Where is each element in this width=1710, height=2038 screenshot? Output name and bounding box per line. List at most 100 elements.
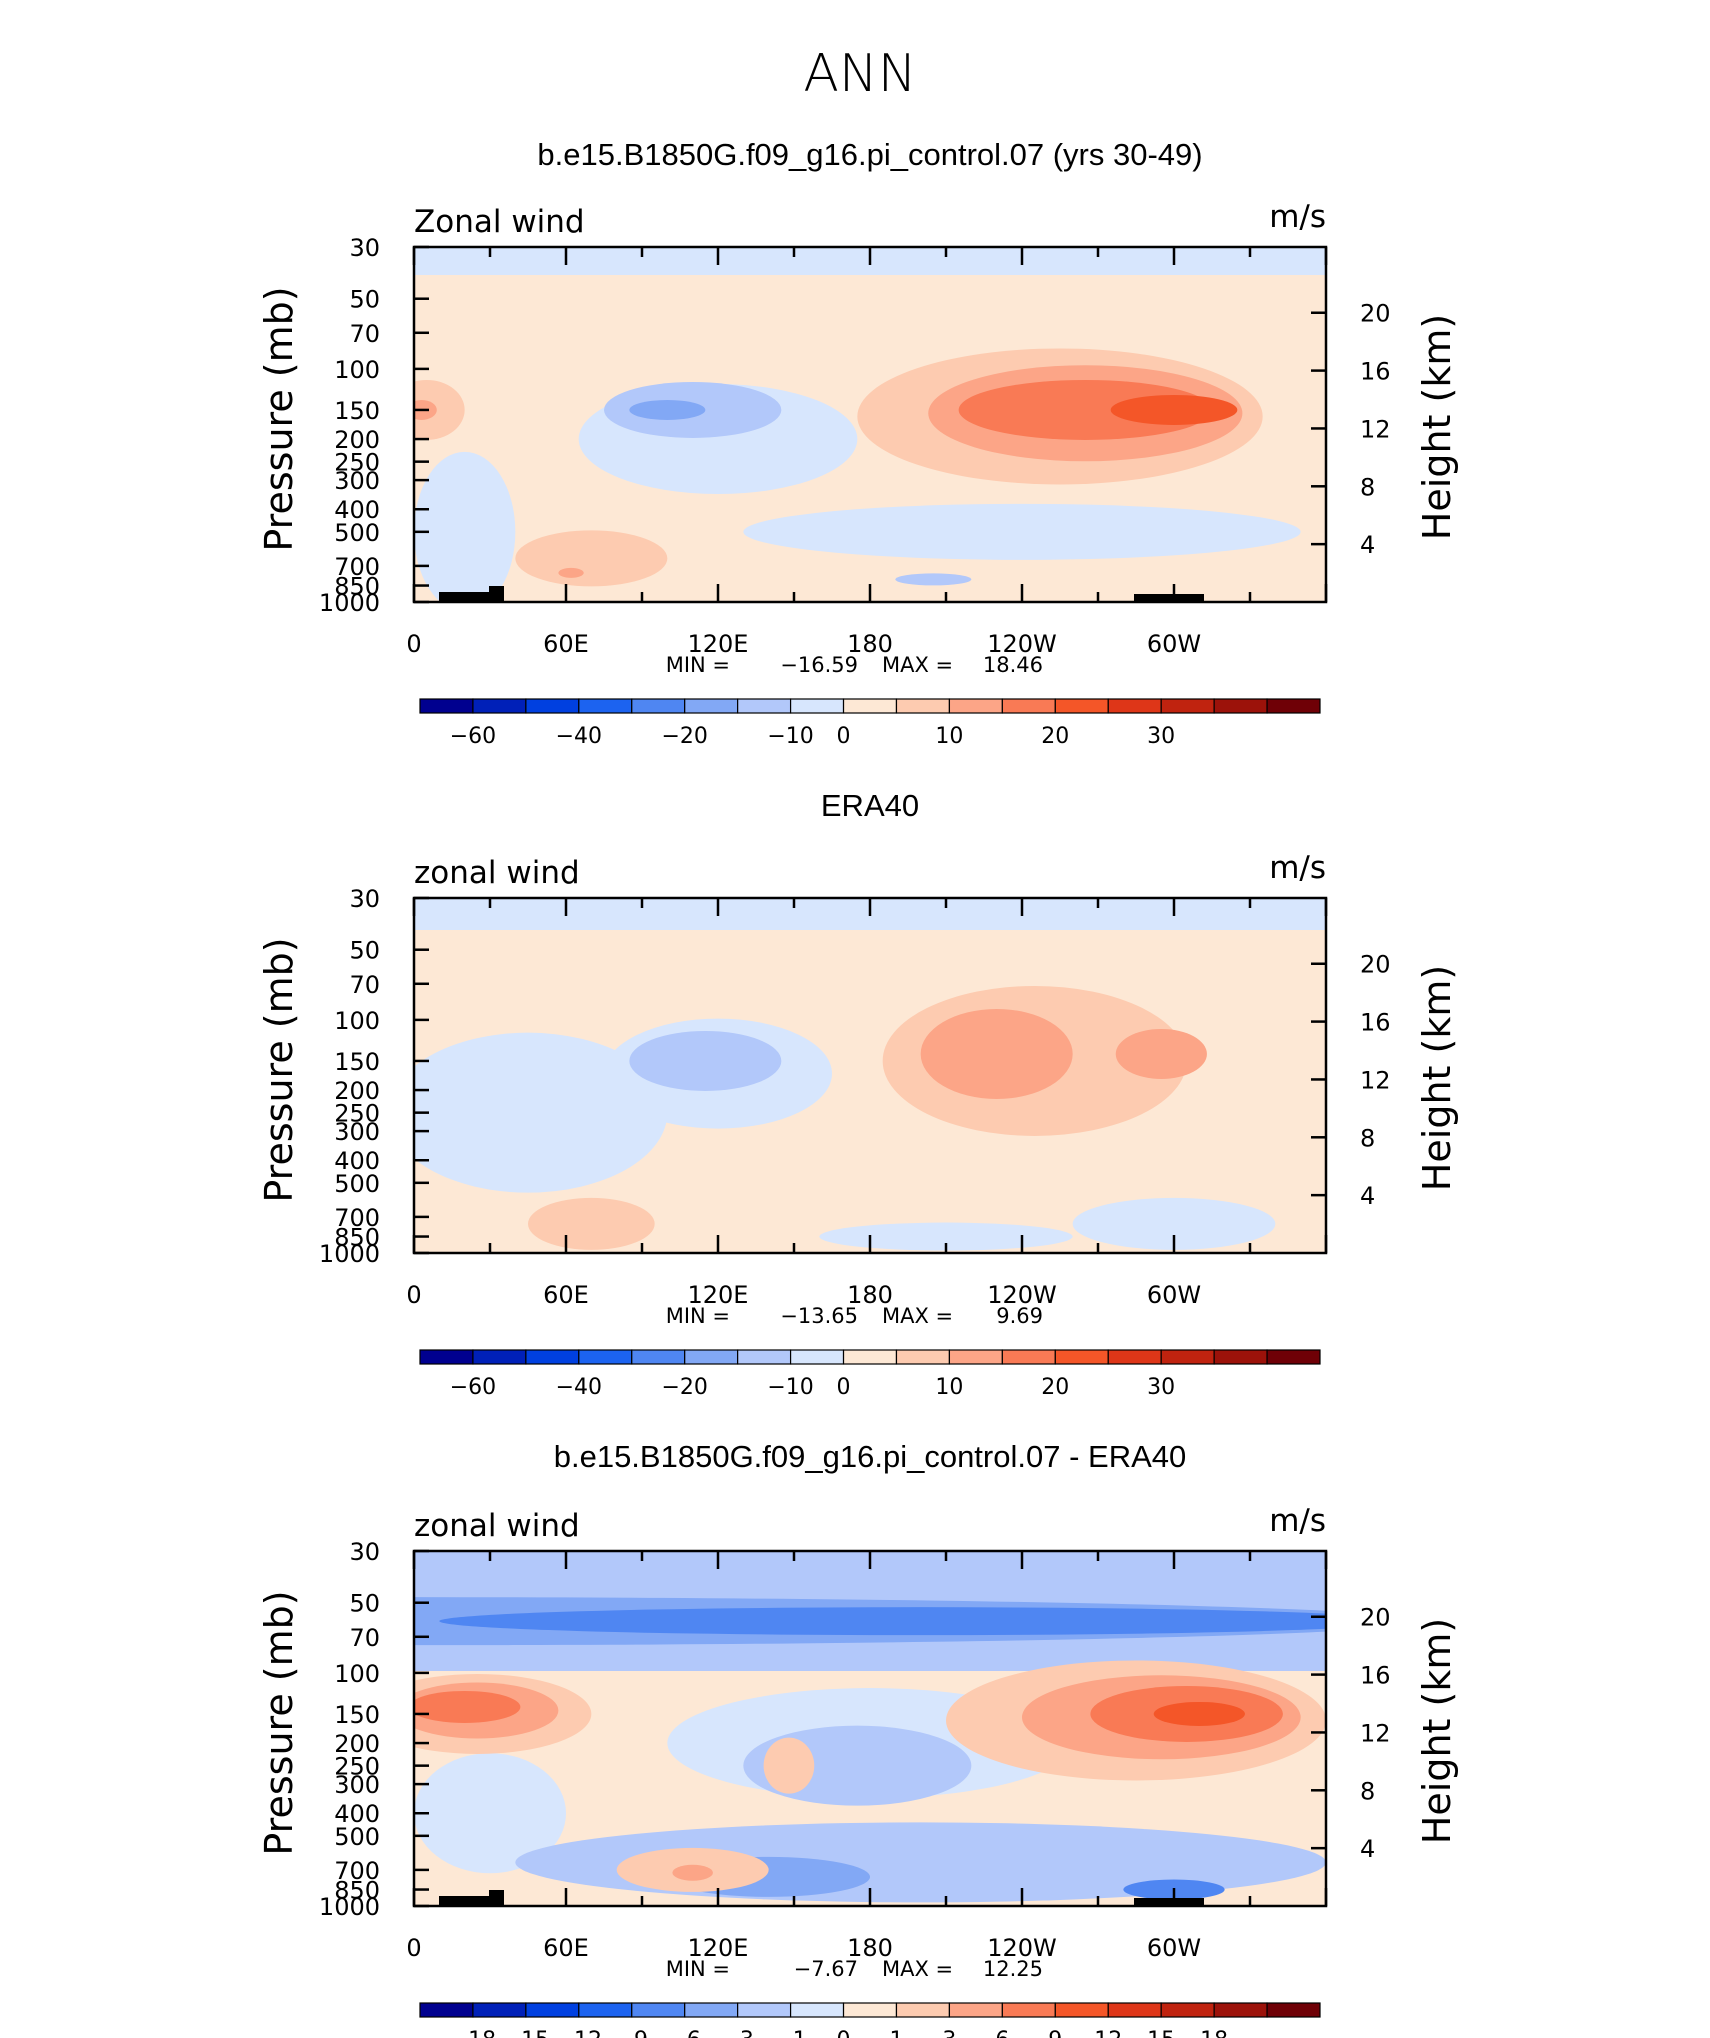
colorbar-label: 3	[942, 2028, 956, 2038]
colorbar-swatch	[684, 698, 739, 714]
colorbar: −18 −15 −12 −9 −6 −3 −1 0 1 3 6 9 12 15 18	[419, 2002, 1321, 2038]
y-tick-label: 700	[334, 1204, 380, 1232]
y2-tick-label: 4	[1360, 1835, 1375, 1863]
panel-1: b.e15.B1850G.f09_g16.pi_control.07 (yrs …	[257, 137, 1459, 749]
y-tick-label: 30	[349, 234, 380, 262]
y2-tick-label: 16	[1360, 358, 1391, 386]
min-label: MIN =	[666, 1304, 730, 1328]
colorbar-swatch	[1107, 1349, 1162, 1365]
y2-tick-label: 12	[1360, 1719, 1391, 1747]
y2-tick-label: 8	[1360, 1124, 1375, 1152]
y2-tick-label: 12	[1360, 415, 1391, 443]
x-tick-label: 180	[847, 1281, 893, 1309]
y-tick-label: 50	[349, 286, 380, 314]
colorbar-swatch	[895, 2002, 951, 2018]
colorbar-label: −20	[661, 1375, 707, 1400]
y-tick-label: 500	[334, 519, 380, 547]
colorbar-swatch	[1001, 1349, 1056, 1365]
colorbar-label: −6	[668, 2028, 700, 2038]
colorbar-label: 20	[1041, 724, 1069, 749]
colorbar-swatch	[737, 2002, 792, 2018]
x-tick-label: 180	[847, 1934, 893, 1962]
min-value: −7.67	[794, 1957, 858, 1981]
x-tick-label: 60W	[1147, 1281, 1201, 1309]
colorbar-swatch	[1160, 2002, 1215, 2018]
max-value: 18.46	[983, 653, 1043, 677]
contour-region	[1110, 394, 1238, 425]
contour-region	[1153, 1701, 1245, 1726]
contour-region	[414, 451, 516, 602]
contour-region	[414, 1032, 668, 1193]
y-tick-label: 150	[334, 397, 380, 425]
y2-tick-label: 8	[1360, 473, 1375, 501]
y2-tick-label: 20	[1360, 1604, 1391, 1632]
colorbar-swatch	[842, 698, 898, 714]
x-tick-label: 0	[406, 630, 421, 658]
variable-label: zonal wind	[414, 855, 580, 891]
contour-region	[763, 1737, 815, 1794]
y-tick-label: 850	[334, 573, 380, 601]
y-tick-label: 850	[334, 1877, 380, 1905]
y-tick-label: 1000	[319, 1240, 380, 1268]
contour-region	[920, 1008, 1073, 1099]
figure-title: ANN	[803, 44, 916, 104]
colorbar-swatch	[1266, 698, 1321, 714]
colorbar-label: −1	[774, 2028, 806, 2038]
y-tick-label: 300	[334, 1118, 380, 1146]
contour-region	[528, 1197, 655, 1250]
y-tick-label: 250	[334, 1753, 380, 1781]
panel-title: ERA40	[821, 788, 919, 823]
colorbar-swatch	[419, 2002, 474, 2018]
y-tick-label: 300	[334, 467, 380, 495]
colorbar-swatch	[1266, 2002, 1321, 2018]
panel-3: b.e15.B1850G.f09_g16.pi_control.07 - ERA…	[257, 1439, 1459, 2038]
y-axis-title: Pressure (mb)	[257, 1590, 301, 1855]
y-tick-label: 1000	[319, 589, 380, 617]
y-tick-label: 30	[349, 1538, 380, 1566]
contour-region	[439, 1607, 1326, 1636]
min-value: −13.65	[780, 1304, 858, 1328]
contour-region	[558, 567, 584, 578]
y-tick-label: 70	[349, 320, 380, 348]
y-tick-label: 500	[334, 1823, 380, 1851]
colorbar-label: −12	[556, 2028, 602, 2038]
colorbar-swatch	[1107, 2002, 1162, 2018]
topography	[1134, 1898, 1204, 1906]
colorbar-swatch	[737, 1349, 792, 1365]
colorbar-swatch	[419, 698, 474, 714]
contour-region	[743, 503, 1301, 560]
min-label: MIN =	[666, 1957, 730, 1981]
colorbar-swatch	[1054, 698, 1109, 714]
min-value: −16.59	[780, 653, 858, 677]
colorbar-swatch	[472, 698, 527, 714]
variable-label: zonal wind	[414, 1508, 580, 1544]
y2-axis-title: Height (km)	[1415, 314, 1459, 540]
x-tick-label: 120W	[987, 1934, 1057, 1962]
y2-tick-label: 20	[1360, 300, 1391, 328]
contour-region	[414, 379, 465, 440]
max-label: MAX =	[882, 1957, 953, 1981]
colorbar-label: 6	[995, 2028, 1009, 2038]
colorbar-label: 30	[1147, 1375, 1175, 1400]
colorbar-label: −10	[767, 1375, 813, 1400]
colorbar-label: −18	[450, 2028, 496, 2038]
colorbar-swatch	[631, 1349, 686, 1365]
y-tick-label: 300	[334, 1771, 380, 1799]
x-tick-label: 60W	[1147, 630, 1201, 658]
contour-field	[414, 898, 1326, 1253]
colorbar-swatch	[472, 1349, 527, 1365]
x-tick-label: 120E	[688, 1934, 749, 1962]
contour-field	[414, 247, 1326, 602]
x-tick-label: 120W	[987, 630, 1057, 658]
colorbar-swatch	[789, 1349, 845, 1365]
y-axis-title: Pressure (mb)	[257, 937, 301, 1202]
colorbar-label: 30	[1147, 724, 1175, 749]
y-tick-label: 100	[334, 1007, 380, 1035]
panel-title: b.e15.B1850G.f09_g16.pi_control.07 - ERA…	[554, 1439, 1187, 1474]
y2-tick-label: 4	[1360, 1182, 1375, 1210]
y2-tick-label: 16	[1360, 1009, 1391, 1037]
y-axis-title: Pressure (mb)	[257, 286, 301, 551]
y-tick-label: 50	[349, 1590, 380, 1618]
colorbar-label: 18	[1200, 2028, 1228, 2038]
